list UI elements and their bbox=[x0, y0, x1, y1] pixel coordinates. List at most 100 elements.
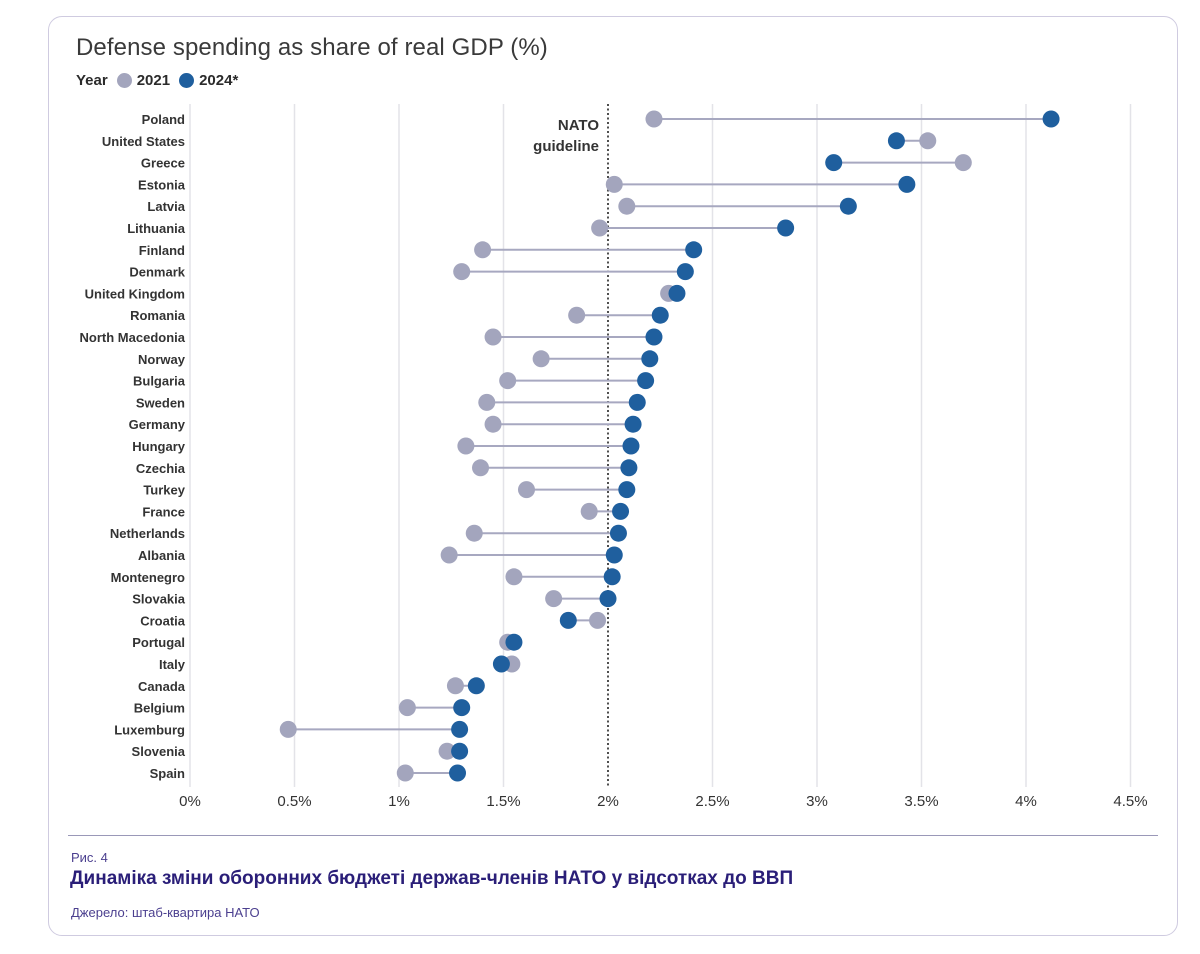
point-2024 bbox=[641, 350, 659, 368]
point-2021 bbox=[605, 175, 623, 193]
dumbbell-chart: 0% 0.5% 1% 1.5% 2% 2.5% 3% 3.5% 4% 4.5% NATO guidel… bbox=[80, 104, 1148, 810]
x-tick-label: 4% bbox=[1015, 793, 1037, 810]
point-2024 bbox=[612, 502, 630, 520]
legend-label-2024: 2024* bbox=[199, 72, 239, 89]
point-2021 bbox=[478, 393, 496, 411]
guideline-label-2: guideline bbox=[533, 138, 599, 155]
x-tick-label: 1% bbox=[388, 793, 410, 810]
point-2024 bbox=[676, 263, 694, 281]
point-2024 bbox=[1042, 110, 1060, 128]
x-tick-label: 2.5% bbox=[695, 793, 729, 810]
country-label: Estonia bbox=[138, 177, 186, 192]
country-label: United Kingdom bbox=[85, 286, 185, 301]
x-tick-label: 0% bbox=[179, 793, 201, 810]
point-2021 bbox=[499, 372, 517, 390]
point-2024 bbox=[887, 132, 905, 150]
figure-source: Джерело: штаб-квартира НАТО bbox=[71, 905, 260, 920]
point-2024 bbox=[839, 197, 857, 215]
point-2024 bbox=[668, 284, 686, 302]
country-label: Germany bbox=[129, 417, 186, 432]
divider bbox=[68, 835, 1158, 836]
country-label: Greece bbox=[141, 156, 185, 171]
legend-title: Year bbox=[76, 72, 108, 89]
point-2024 bbox=[603, 568, 621, 586]
point-2021 bbox=[919, 132, 937, 150]
point-2024 bbox=[620, 459, 638, 477]
point-2021 bbox=[472, 459, 490, 477]
point-2024 bbox=[609, 524, 627, 542]
point-2021 bbox=[589, 611, 607, 629]
point-2021 bbox=[396, 764, 414, 782]
country-label: Sweden bbox=[136, 395, 185, 410]
point-2021 bbox=[457, 437, 475, 455]
point-2024 bbox=[505, 633, 523, 651]
point-2024 bbox=[825, 154, 843, 172]
point-2021 bbox=[446, 677, 464, 695]
point-2024 bbox=[898, 175, 916, 193]
country-label: Lithuania bbox=[127, 221, 186, 236]
point-2021 bbox=[545, 590, 563, 608]
legend-swatch-2024 bbox=[179, 73, 195, 88]
point-2024 bbox=[492, 655, 510, 673]
point-2021 bbox=[474, 241, 492, 259]
country-label: Netherlands bbox=[110, 526, 185, 541]
x-tick-label: 2% bbox=[597, 793, 619, 810]
figure-number: Рис. 4 bbox=[71, 850, 108, 865]
point-2024 bbox=[622, 437, 640, 455]
point-2021 bbox=[484, 328, 502, 346]
point-2024 bbox=[645, 328, 663, 346]
point-2024 bbox=[559, 611, 577, 629]
point-2024 bbox=[624, 415, 642, 433]
point-2024 bbox=[449, 764, 467, 782]
point-2021 bbox=[505, 568, 523, 586]
guideline-label-1: NATO bbox=[558, 117, 599, 134]
point-2024 bbox=[467, 677, 485, 695]
country-label: Portugal bbox=[132, 635, 185, 650]
x-tick-label: 3.5% bbox=[904, 793, 938, 810]
country-label: France bbox=[142, 504, 185, 519]
point-2021 bbox=[591, 219, 609, 237]
point-2021 bbox=[645, 110, 663, 128]
country-label: United States bbox=[102, 134, 185, 149]
point-2024 bbox=[451, 720, 469, 738]
country-label: Romania bbox=[130, 308, 186, 323]
country-label: Slovakia bbox=[132, 592, 186, 607]
country-label: Belgium bbox=[134, 701, 185, 716]
country-label: Bulgaria bbox=[133, 374, 186, 389]
country-label: Luxemburg bbox=[114, 722, 185, 737]
point-2021 bbox=[398, 699, 416, 717]
country-label: Norway bbox=[138, 352, 186, 367]
point-2024 bbox=[685, 241, 703, 259]
point-2021 bbox=[440, 546, 458, 564]
country-label: Turkey bbox=[143, 483, 185, 498]
chart-card bbox=[48, 16, 1178, 936]
point-2021 bbox=[580, 502, 598, 520]
country-label: Slovenia bbox=[132, 744, 186, 759]
x-tick-label: 3% bbox=[806, 793, 828, 810]
point-2021 bbox=[532, 350, 550, 368]
point-2021 bbox=[465, 524, 483, 542]
country-label: Poland bbox=[142, 112, 185, 127]
point-2024 bbox=[605, 546, 623, 564]
x-tick-label: 4.5% bbox=[1113, 793, 1147, 810]
country-label: Albania bbox=[138, 548, 186, 563]
legend: Year 2021 2024* bbox=[76, 72, 238, 89]
point-2021 bbox=[568, 306, 586, 324]
point-2021 bbox=[279, 720, 297, 738]
country-label: Hungary bbox=[132, 439, 186, 454]
country-label: Croatia bbox=[140, 613, 186, 628]
country-label: Spain bbox=[150, 766, 185, 781]
point-2021 bbox=[618, 197, 636, 215]
country-label: Latvia bbox=[147, 199, 185, 214]
x-tick-label: 0.5% bbox=[277, 793, 311, 810]
point-2021 bbox=[517, 481, 535, 499]
country-label: North Macedonia bbox=[80, 330, 186, 345]
point-2024 bbox=[453, 699, 471, 717]
x-tick-label: 1.5% bbox=[486, 793, 520, 810]
point-2021 bbox=[484, 415, 502, 433]
point-2021 bbox=[453, 263, 471, 281]
country-label: Italy bbox=[159, 657, 186, 672]
point-2024 bbox=[618, 481, 636, 499]
country-label: Czechia bbox=[136, 461, 186, 476]
country-label: Canada bbox=[138, 679, 186, 694]
